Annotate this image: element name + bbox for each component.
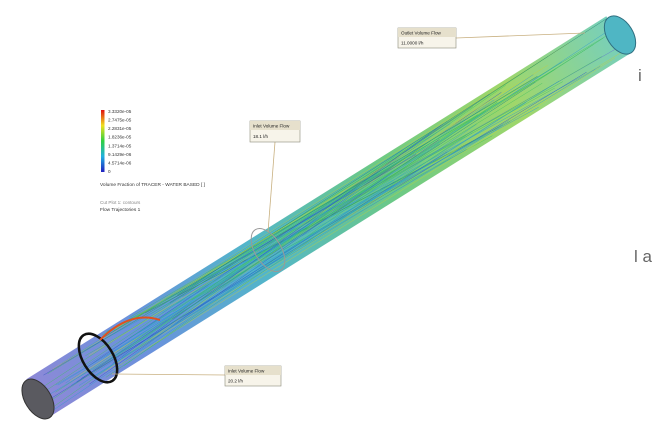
legend-note: Cut Plot 1: contours [100, 200, 141, 205]
legend-label: 1.8236e-05 [108, 135, 132, 140]
legend-labels: 3.3320e-05 2.7475e-05 2.2831e-05 1.8236e-05… [108, 109, 132, 174]
streamline [130, 125, 496, 353]
streamline [173, 134, 441, 312]
tracer-plume [99, 316, 161, 341]
streamline [178, 183, 398, 293]
streamline [102, 87, 555, 336]
streamline [192, 82, 543, 300]
streamline [105, 134, 467, 378]
legend-label: 2.7475e-05 [108, 118, 132, 123]
callout-header [225, 366, 281, 375]
streamline [107, 179, 387, 332]
streamline [205, 85, 506, 291]
inlet-cap [21, 378, 55, 420]
cut-plane [250, 228, 286, 272]
streamline [112, 124, 443, 364]
streamline [42, 149, 467, 399]
streamline [123, 102, 498, 366]
inlet-ring [77, 332, 119, 384]
streamline [89, 132, 473, 377]
streamline [43, 154, 417, 376]
callout-title: Outlet Volume Flow [401, 31, 442, 36]
leader-line [455, 32, 586, 39]
streamline [141, 74, 534, 337]
callout-title: Inlet Volume Flow [228, 369, 265, 374]
callout-value: 20.2 l/h [228, 379, 244, 384]
legend-label: 3.3320e-05 [108, 109, 132, 114]
legend-label: 0 [108, 169, 111, 174]
legend-label: 1.3714e-05 [108, 143, 132, 148]
streamlines [42, 18, 625, 410]
streamline [55, 120, 510, 386]
streamline [78, 80, 560, 386]
callout-header [398, 28, 456, 37]
streamline [114, 94, 505, 330]
streamline [47, 101, 498, 403]
legend-label: 2.2831e-05 [108, 126, 132, 131]
streamline [121, 68, 596, 358]
side-text: l a [634, 247, 653, 266]
outlet-cap [603, 15, 637, 55]
streamline [47, 114, 479, 374]
streamline [112, 57, 616, 370]
callout-title: Inlet Volume Flow [253, 124, 290, 129]
streamline [177, 18, 607, 296]
legend-caption: Volume Fraction of TRACER - WATER BASED … [100, 182, 205, 188]
side-text: i [638, 66, 642, 85]
legend-label: 9.1429e-06 [108, 152, 132, 157]
streamline [173, 68, 557, 296]
streamline [50, 149, 417, 409]
leader-line [111, 373, 226, 376]
streamline [44, 151, 448, 403]
callout-value: 18.1 l/h [253, 134, 269, 139]
streamline [92, 102, 527, 378]
streamline [89, 139, 440, 385]
legend-note: Flow Trajectories 1 [100, 207, 141, 213]
streamline [176, 106, 539, 305]
callout-header [250, 121, 300, 130]
callout-value: 11.0000 l/h [401, 41, 424, 46]
streamline [71, 29, 611, 386]
legend-colorbar [101, 110, 105, 172]
leader-line [267, 141, 276, 233]
streamline [88, 151, 420, 356]
streamline [104, 76, 538, 338]
legend-label: 4.5714e-06 [108, 160, 132, 165]
streamline [92, 37, 604, 371]
streamline [130, 44, 594, 338]
